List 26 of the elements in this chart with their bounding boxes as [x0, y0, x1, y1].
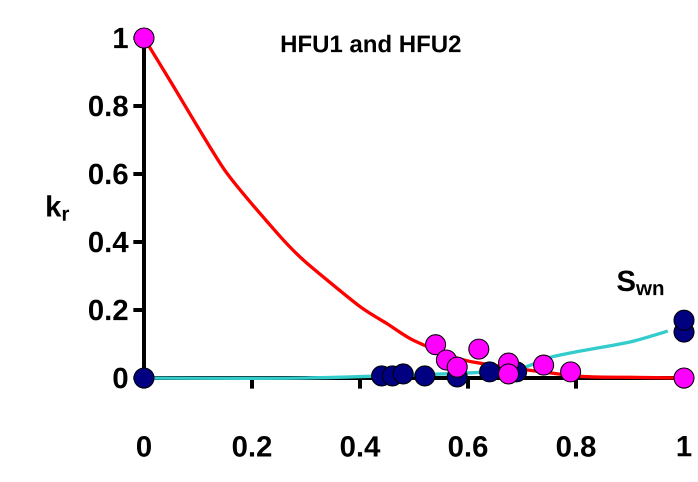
- point: [533, 354, 554, 376]
- x-tick-label: 0: [136, 436, 151, 457]
- x-tick-label: 0.6: [448, 436, 488, 457]
- point: [468, 338, 490, 360]
- point: [133, 367, 155, 389]
- point: [425, 334, 446, 356]
- point: [414, 365, 436, 386]
- x-tick-label: 1: [678, 436, 692, 456]
- y-tick-label: 0: [113, 368, 128, 388]
- x-tick-label: 0.4: [340, 436, 380, 457]
- x-tick-label: 0.2: [232, 436, 272, 457]
- point: [498, 363, 520, 384]
- y-tick-label: 1: [114, 28, 128, 48]
- y-tick-label: 0.2: [88, 300, 128, 320]
- chart-title: HFU1 and HFU2: [282, 34, 460, 52]
- point: [446, 356, 468, 378]
- x-axis-title: S$_{wn}$: [617, 270, 664, 296]
- x-tick-label: 0.8: [556, 436, 596, 457]
- y-tick-label: 0.6: [88, 164, 128, 184]
- point: [392, 363, 414, 384]
- point: [133, 27, 155, 49]
- y-tick-label: 0.8: [88, 96, 128, 116]
- y-axis-title: k$_{r}$: [47, 195, 70, 221]
- y-tick-label: 0.4: [88, 232, 128, 252]
- point: [479, 361, 500, 382]
- point: [560, 361, 582, 382]
